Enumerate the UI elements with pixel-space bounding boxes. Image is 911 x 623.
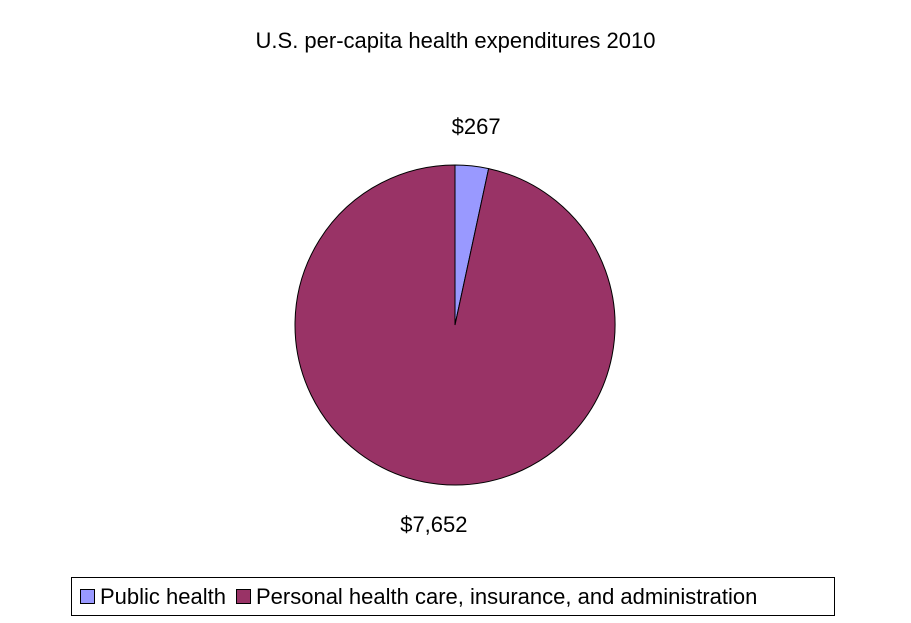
data-label-personal-health-care: $7,652 (400, 512, 467, 537)
legend-label-public-health: Public health (100, 583, 226, 609)
legend-swatch-personal-health-care (235, 589, 251, 604)
data-label-public-health: $267 (452, 114, 501, 139)
chart-title: U.S. per-capita health expenditures 2010 (255, 28, 656, 53)
pie-slice-personal-health-care (294, 164, 616, 486)
legend-item-public-health: Public health (80, 584, 226, 610)
legend-item-personal-health-care: Personal health care, insurance, and adm… (235, 583, 758, 610)
legend-label-personal-health-care: Personal health care, insurance, and adm… (255, 583, 758, 609)
chart-legend: Public health Personal health care, insu… (71, 577, 835, 616)
legend-swatch-public-health (80, 589, 95, 604)
